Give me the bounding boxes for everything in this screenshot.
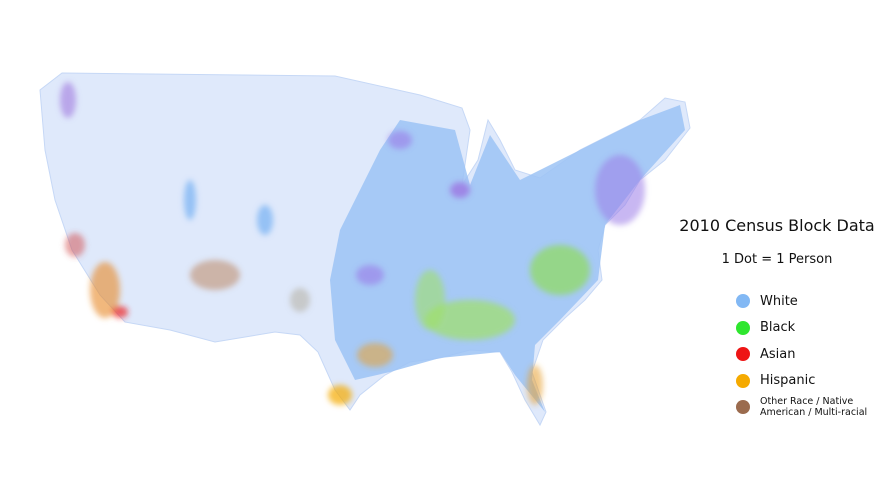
legend-subtitle: 1 Dot = 1 Person	[721, 252, 833, 267]
legend-item: Asian	[736, 341, 886, 368]
legend: White Black Asian Hispanic Other Race / Nati…	[736, 288, 886, 421]
legend-label: White	[760, 293, 798, 309]
legend-swatch	[736, 294, 750, 309]
legend-label: Hispanic	[760, 373, 816, 389]
legend-swatch	[736, 400, 750, 415]
legend-swatch	[736, 373, 750, 388]
legend-item: Black	[736, 315, 886, 342]
legend-label: Other Race / Native American / Multi-rac…	[760, 396, 868, 419]
population-clusters	[60, 82, 645, 405]
legend-swatch	[736, 320, 750, 335]
east-dense-region	[330, 105, 685, 412]
legend-label: Black	[760, 320, 796, 336]
legend-label: Asian	[760, 346, 796, 362]
legend-swatch	[736, 347, 750, 362]
legend-item: White	[736, 288, 886, 315]
legend-item: Other Race / Native American / Multi-rac…	[736, 394, 886, 421]
legend-item: Hispanic	[736, 368, 886, 395]
legend-title: 2010 Census Block Data	[679, 216, 875, 235]
